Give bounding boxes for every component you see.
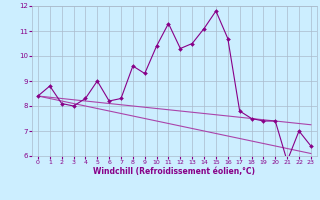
X-axis label: Windchill (Refroidissement éolien,°C): Windchill (Refroidissement éolien,°C)	[93, 167, 255, 176]
